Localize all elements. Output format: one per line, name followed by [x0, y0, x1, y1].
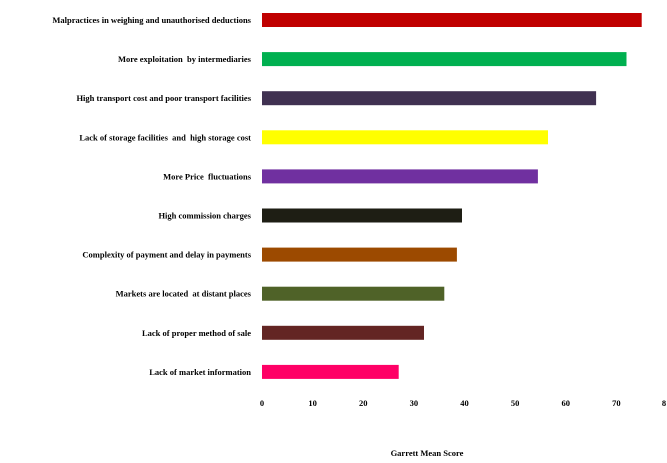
bar-6 — [262, 208, 462, 223]
category-label-1: Malpractices in weighing and unauthorise… — [52, 15, 251, 25]
bar-5 — [262, 169, 538, 184]
category-label-6: High commission charges — [158, 211, 251, 221]
x-tick-label: 40 — [460, 398, 469, 408]
bar-7 — [262, 247, 457, 262]
category-label-2: More exploitation by intermediaries — [118, 54, 252, 64]
category-label-3: High transport cost and poor transport f… — [76, 93, 251, 103]
bar-1 — [262, 13, 642, 27]
x-tick-label: 8 — [662, 398, 666, 408]
category-label-9: Lack of proper method of sale — [142, 328, 251, 338]
bar-9 — [262, 325, 424, 340]
bar-2 — [262, 52, 627, 67]
bar-3 — [262, 91, 597, 106]
category-label-10: Lack of market information — [149, 367, 251, 377]
category-label-5: More Price fluctuations — [163, 171, 252, 181]
x-tick-label: 70 — [612, 398, 621, 408]
category-label-4: Lack of storage facilities and high stor… — [79, 132, 251, 142]
x-tick-label: 60 — [562, 398, 571, 408]
bar-10 — [262, 364, 399, 379]
x-tick-label: 20 — [359, 398, 368, 408]
category-label-7: Complexity of payment and delay in payme… — [82, 250, 251, 260]
category-label-8: Markets are located at distant places — [116, 289, 252, 299]
x-tick-label: 50 — [511, 398, 520, 408]
bar-8 — [262, 286, 445, 301]
x-tick-label: 30 — [410, 398, 419, 408]
bar-4 — [262, 130, 548, 145]
x-tick-label: 10 — [308, 398, 317, 408]
x-tick-label: 0 — [260, 398, 264, 408]
x-axis-title: Garrett Mean Score — [391, 448, 464, 458]
